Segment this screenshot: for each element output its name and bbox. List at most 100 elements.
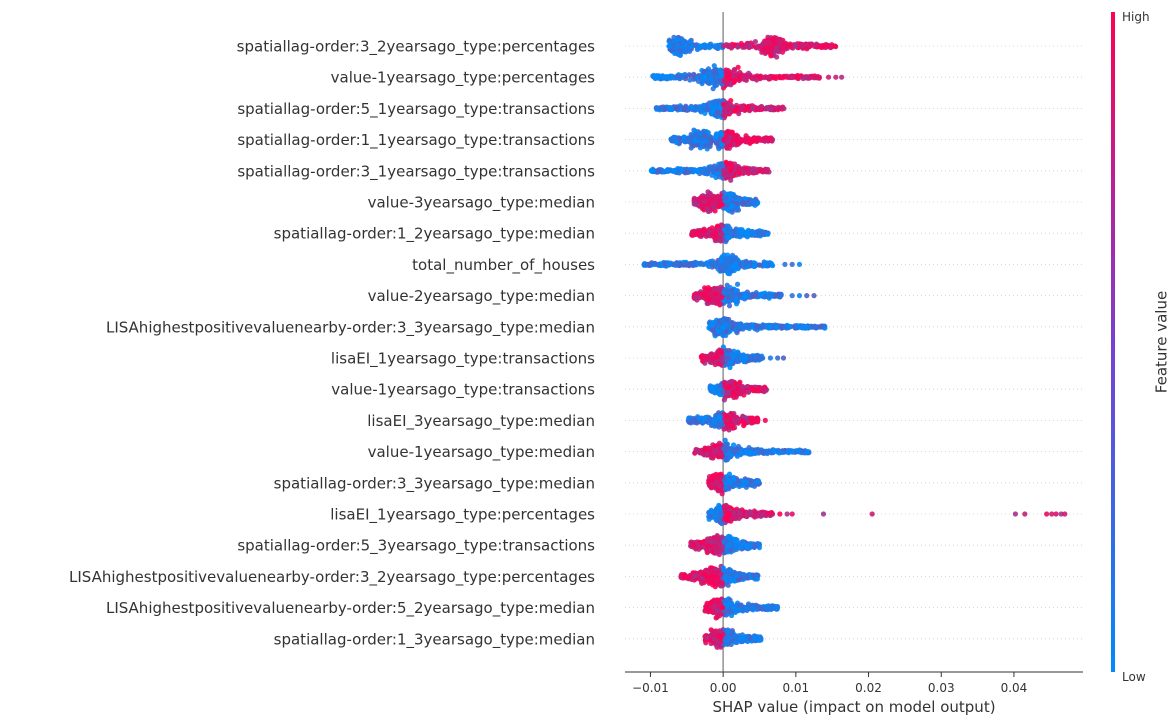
shap-point <box>804 293 810 299</box>
shap-point <box>723 79 729 86</box>
shap-point <box>729 202 735 208</box>
shap-point <box>697 104 703 110</box>
shap-point <box>675 42 682 49</box>
shap-point <box>717 301 723 307</box>
shap-point <box>729 294 736 300</box>
shap-point <box>712 286 718 293</box>
feature-row-points <box>648 159 772 183</box>
shap-point <box>793 43 799 49</box>
shap-point <box>744 229 751 235</box>
shap-point <box>811 293 817 299</box>
shap-point <box>673 139 680 146</box>
shap-point <box>728 97 734 104</box>
shap-point <box>825 42 831 49</box>
shap-point <box>702 227 708 234</box>
shap-point <box>721 189 727 196</box>
shap-point <box>741 74 747 81</box>
feature-row-points <box>691 189 761 215</box>
feature-row-points <box>689 222 771 245</box>
shap-point <box>745 104 751 110</box>
shap-point <box>657 168 663 174</box>
shap-point <box>711 205 717 211</box>
shap-point <box>691 201 697 207</box>
shap-point <box>676 73 682 79</box>
shap-point <box>815 74 821 80</box>
shap-point <box>677 52 683 59</box>
feature-row-points <box>653 97 787 121</box>
shap-point <box>701 198 707 205</box>
shap-point <box>704 206 710 212</box>
shap-point <box>689 105 695 111</box>
shap-point <box>687 38 693 45</box>
shap-point <box>720 264 726 270</box>
shap-point <box>726 303 733 309</box>
shap-point <box>725 70 731 76</box>
shap-point <box>760 322 766 328</box>
shap-point <box>750 292 756 298</box>
shap-point <box>774 324 780 330</box>
shap-point <box>772 292 778 298</box>
shap-point <box>743 139 749 145</box>
shap-point <box>713 135 719 141</box>
feature-row-points <box>706 315 828 339</box>
shap-point <box>763 262 769 268</box>
shap-point <box>781 105 787 112</box>
shap-point <box>813 43 819 49</box>
shap-point <box>736 111 742 117</box>
shap-point <box>651 72 657 79</box>
shap-point <box>714 167 720 173</box>
shap-point <box>767 323 773 330</box>
shap-point <box>769 263 776 269</box>
shap-point <box>751 263 758 270</box>
shap-point <box>691 71 697 77</box>
shap-point <box>724 260 730 267</box>
shap-point <box>796 261 803 267</box>
shap-point <box>717 197 723 203</box>
shap-point <box>754 136 760 142</box>
shap-point <box>773 45 779 51</box>
shap-point <box>664 76 670 82</box>
shap-point <box>776 49 782 55</box>
shap-point <box>681 134 687 140</box>
shap-point <box>720 112 726 118</box>
shap-point <box>758 103 765 110</box>
shap-point <box>804 46 810 52</box>
shap-point <box>688 134 694 141</box>
shap-point <box>719 162 725 169</box>
shap-point <box>727 160 733 166</box>
shap-point <box>687 77 693 83</box>
shap-point <box>702 291 708 297</box>
shap-point <box>773 37 780 44</box>
shap-point <box>789 293 795 299</box>
shap-point <box>670 135 676 141</box>
shap-point <box>695 260 701 267</box>
shap-point <box>725 234 731 241</box>
shap-point <box>743 322 749 328</box>
shap-point <box>733 233 740 239</box>
shap-point <box>711 105 717 111</box>
shap-point <box>777 74 784 81</box>
shap-point <box>721 290 727 296</box>
shap-point <box>704 107 710 113</box>
shap-point <box>833 74 839 80</box>
shap-point <box>766 75 773 81</box>
shap-point <box>781 45 787 51</box>
shap-point <box>778 38 784 44</box>
feature-row-points <box>691 281 817 309</box>
shap-point <box>787 42 793 48</box>
shap-point <box>782 261 788 267</box>
shap-point <box>752 39 758 45</box>
shap-point <box>799 43 805 49</box>
shap-point <box>753 324 760 330</box>
shap-point <box>721 43 727 49</box>
shap-point <box>706 263 712 269</box>
shap-point <box>750 105 756 112</box>
shap-point <box>666 43 672 49</box>
shap-point <box>796 293 803 299</box>
shap-point <box>711 63 717 69</box>
shap-point <box>717 68 723 75</box>
shap-point <box>658 104 664 110</box>
shap-point <box>677 46 683 53</box>
shap-point <box>660 74 666 80</box>
